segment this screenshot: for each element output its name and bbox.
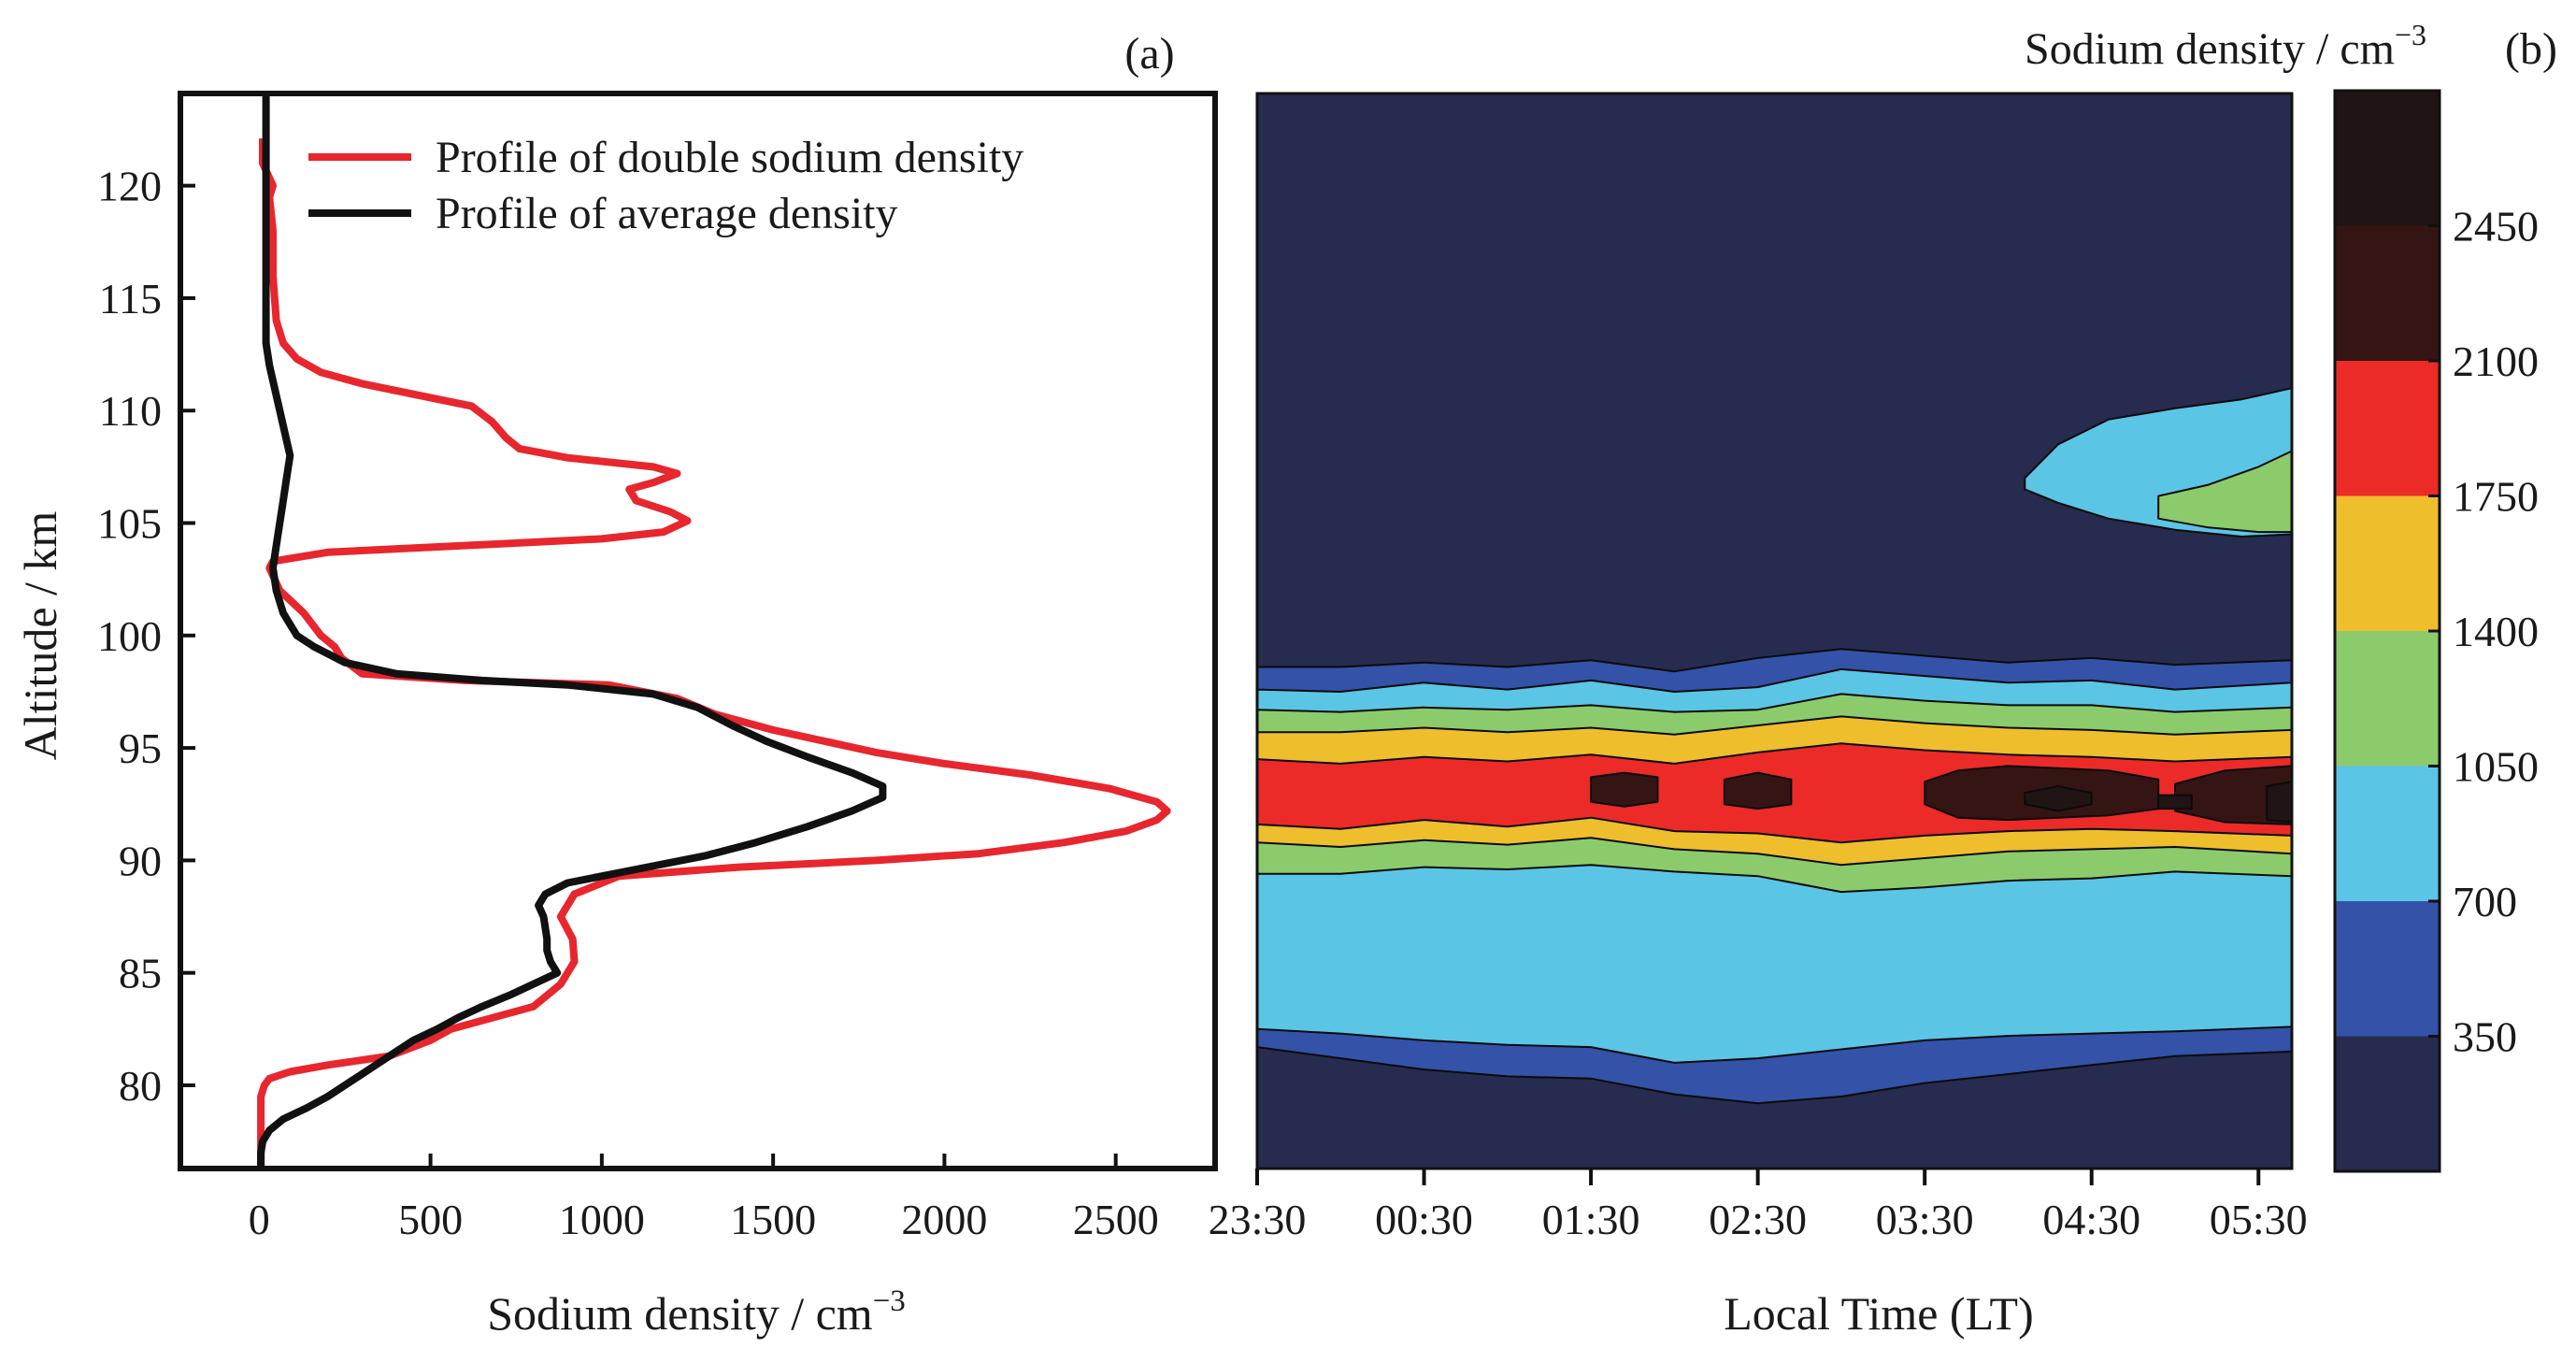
x-tick-label: 04:30: [2042, 1196, 2140, 1243]
line-chart-panel-a: (a) 0 500 1000 1500 2000 2500 80 85 90 95 100 105 11…: [14, 29, 1218, 1340]
colorbar-segment: [2335, 631, 2440, 767]
colorbar-segment: [2335, 225, 2440, 361]
x-tick-label: 03:30: [1876, 1196, 1974, 1243]
panel-b-label: (b): [2505, 24, 2557, 74]
x-tick-label: 01:30: [1542, 1196, 1640, 1243]
x-tick-label: 2000: [901, 1196, 987, 1243]
legend-label: Profile of double sodium density: [436, 133, 1023, 182]
colorbar: 350 700 1050 1400 1750 2100 2450: [2333, 89, 2539, 1173]
line-series-group: [257, 93, 1171, 1169]
y-tick-label: 105: [97, 500, 162, 548]
series-line-2: [257, 93, 887, 1169]
colorbar-title: Sodium density / cm−3: [2025, 18, 2426, 74]
colorbar-tick-label: 1400: [2453, 608, 2539, 655]
y-tick-label: 100: [97, 612, 162, 660]
x-tick-label: 23:30: [1209, 1196, 1307, 1243]
colorbar-tick-label: 700: [2453, 878, 2517, 925]
colorbar-tick-label: 1750: [2453, 473, 2539, 521]
x-tick-label: 0: [249, 1196, 270, 1243]
x-tick-label: 05:30: [2210, 1196, 2308, 1243]
colorbar-tick-label: 1050: [2453, 743, 2539, 791]
x-axis-label-a: Sodium density / cm−3: [487, 1284, 906, 1340]
colorbar-tick-label: 2100: [2453, 337, 2539, 385]
colorbar-tick-label: 350: [2453, 1013, 2517, 1061]
y-tick-label: 85: [119, 950, 162, 997]
contour-region: [1723, 771, 1793, 810]
density-contours: [1256, 387, 2293, 1105]
heatmap-panel-b: 23:30 00:30 01:30 02:30 03:30 04:30 05:30 Loca…: [1209, 18, 2557, 1340]
contour-region: [2157, 794, 2193, 810]
x-tick-label: 2500: [1073, 1196, 1159, 1243]
y-tick-label: 80: [119, 1062, 162, 1110]
contour-region: [2024, 785, 2093, 812]
y-tick-label: 120: [97, 163, 162, 210]
plot-frame-a: [178, 91, 1218, 1171]
legend: Profile of double sodium density Profile …: [308, 133, 1023, 238]
colorbar-segment: [2335, 1036, 2440, 1171]
y-tick-label: 95: [119, 724, 162, 772]
x-axis-label-b: Local Time (LT): [1724, 1287, 2033, 1340]
x-tick-label: 1000: [559, 1196, 645, 1243]
x-tick-label: 500: [398, 1196, 463, 1243]
colorbar-segment: [2335, 766, 2440, 901]
colorbar-tick-label: 2450: [2453, 203, 2539, 251]
x-tick-label: 02:30: [1709, 1196, 1807, 1243]
panel-a-label: (a): [1124, 29, 1174, 79]
axis-ticks-a: 0 500 1000 1500 2000 2500 80 85 90 95 100 105 110 115…: [97, 163, 1159, 1243]
x-tick-label: 00:30: [1375, 1196, 1473, 1243]
y-axis-label-a: Altitude / km: [14, 511, 66, 761]
x-tick-label: 1500: [730, 1196, 816, 1243]
colorbar-segment: [2335, 91, 2440, 226]
contour-region: [2266, 781, 2293, 824]
colorbar-segment: [2335, 901, 2440, 1037]
y-tick-label: 110: [99, 387, 162, 435]
axis-ticks-b: 23:30 00:30 01:30 02:30 03:30 04:30 05:30: [1209, 1169, 2308, 1243]
colorbar-segment: [2335, 361, 2440, 496]
y-tick-label: 115: [99, 275, 162, 323]
colorbar-segment: [2335, 495, 2440, 631]
series-line-1: [257, 138, 1171, 1169]
plot-frame-b: [1255, 92, 2294, 1170]
y-tick-label: 90: [119, 837, 162, 884]
legend-label: Profile of average density: [436, 189, 897, 238]
contour-region: [1590, 771, 1659, 808]
